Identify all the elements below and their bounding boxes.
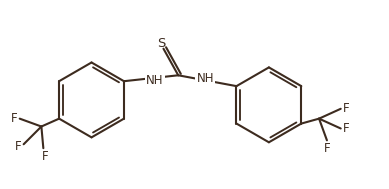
Text: NH: NH <box>196 72 214 85</box>
Text: F: F <box>14 140 21 153</box>
Text: S: S <box>157 37 166 50</box>
Text: F: F <box>343 122 350 135</box>
Text: F: F <box>11 112 17 125</box>
Text: F: F <box>42 149 49 163</box>
Text: F: F <box>343 102 350 115</box>
Text: NH: NH <box>146 74 164 87</box>
Text: F: F <box>324 142 330 155</box>
